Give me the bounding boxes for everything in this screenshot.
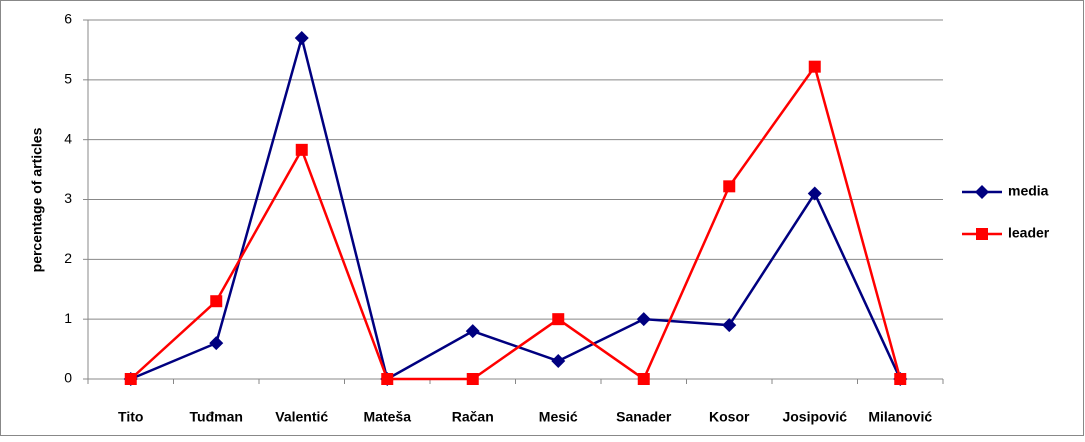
marker (551, 354, 566, 369)
marker (294, 30, 309, 45)
x-tick-label: Sanader (616, 409, 672, 425)
y-tick-label: 2 (64, 250, 72, 266)
marker (465, 324, 480, 339)
legend-label: leader (1008, 225, 1050, 241)
marker (637, 373, 650, 385)
x-tick-label: Tito (118, 409, 143, 425)
x-tick-label: Josipović (782, 409, 847, 425)
x-tick-label: Kosor (709, 409, 750, 425)
x-tick-label: Mateša (364, 409, 412, 425)
marker (124, 373, 137, 385)
marker (466, 373, 479, 385)
marker (807, 186, 822, 201)
y-tick-label: 5 (64, 71, 72, 87)
legend-marker (976, 228, 988, 240)
x-tick-label: Tuđman (190, 409, 243, 425)
marker (636, 312, 651, 327)
legend-marker (975, 185, 989, 199)
line (130, 33, 902, 381)
marker (210, 295, 223, 308)
x-tick-label: Valentić (275, 409, 328, 425)
marker (723, 180, 736, 193)
x-tick-label: Milanović (868, 409, 932, 425)
y-tick-label: 1 (64, 310, 72, 326)
legend-label: media (1008, 183, 1049, 199)
x-tick-label: Mesić (539, 409, 578, 425)
y-tick-label: 6 (64, 11, 72, 27)
marker (381, 373, 394, 385)
line (129, 63, 902, 381)
marker (552, 313, 565, 326)
y-axis-label: percentage of articles (29, 127, 45, 272)
marker (209, 336, 224, 351)
marker (722, 318, 737, 333)
marker (295, 143, 308, 156)
y-tick-label: 0 (64, 370, 72, 386)
x-tick-label: Račan (452, 409, 494, 425)
marker (894, 373, 907, 385)
marker (808, 60, 821, 73)
y-tick-label: 4 (64, 130, 72, 146)
y-tick-label: 3 (64, 190, 72, 206)
